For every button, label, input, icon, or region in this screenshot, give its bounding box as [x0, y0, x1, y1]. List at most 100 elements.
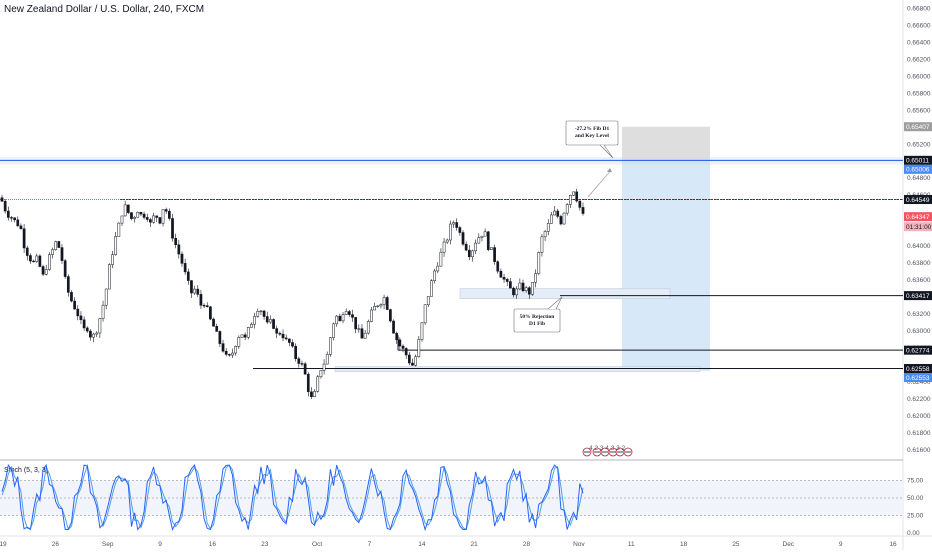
- candle-body-up: [92, 333, 95, 338]
- candle: [57, 241, 61, 248]
- candle: [420, 322, 424, 342]
- candle-body-up: [161, 209, 165, 224]
- candle: [54, 240, 58, 251]
- price-tag-bg: [904, 212, 932, 222]
- candle: [29, 253, 32, 264]
- price-tick-label: 0.66600: [907, 22, 931, 29]
- date-tick-label: 7: [368, 541, 372, 548]
- resistance-zone: [0, 157, 903, 165]
- candle-body-up: [313, 391, 316, 397]
- candle: [16, 216, 20, 227]
- candle-body-down: [455, 222, 459, 228]
- candle-body-down: [581, 207, 585, 214]
- candle-body-up: [515, 288, 519, 296]
- economic-events[interactable]: 4 2 3 4 3 3 2: [582, 445, 633, 457]
- rejection-note-box: [513, 308, 561, 333]
- candle-body-down: [243, 334, 247, 338]
- candle: [347, 309, 351, 317]
- candle: [139, 211, 143, 217]
- candle-body-down: [265, 316, 269, 323]
- candle-body-down: [202, 305, 206, 307]
- candle: [85, 326, 89, 333]
- event-icon[interactable]: [582, 447, 592, 457]
- candle: [534, 269, 537, 288]
- candle-body-down: [389, 309, 392, 322]
- candle-body-up: [335, 315, 339, 325]
- candle-body-up: [382, 297, 386, 305]
- candle: [168, 208, 171, 221]
- candle-body-down: [13, 217, 16, 221]
- price-tick-label: 0.62200: [907, 396, 931, 403]
- candle-body-down: [0, 197, 4, 202]
- candle: [363, 330, 367, 339]
- candle-body-up: [445, 239, 449, 243]
- price-tick-label: 0.63600: [907, 277, 931, 284]
- candle: [303, 361, 307, 375]
- candle: [161, 209, 165, 227]
- candle: [575, 188, 579, 203]
- candle-body-down: [82, 319, 86, 329]
- candle: [360, 324, 364, 339]
- candle-body-down: [486, 231, 490, 250]
- candle-body-up: [562, 212, 566, 225]
- candle: [92, 332, 95, 343]
- rejection-note-text: D1 Fib: [529, 321, 545, 327]
- event-icon[interactable]: [592, 447, 602, 457]
- candle-body-down: [174, 237, 178, 246]
- event-icon[interactable]: [608, 447, 618, 457]
- time-axis[interactable]: 19 26 Sep 9 16 23 Oct 7 14 21 28 Nov 11 18 25 Dec 9 16: [0, 541, 897, 548]
- candle: [82, 316, 86, 331]
- candle: [319, 370, 323, 379]
- candle: [436, 262, 440, 274]
- price-tick-label: 0.61800: [907, 430, 931, 437]
- arrow-head: [607, 168, 612, 172]
- candle: [38, 254, 42, 268]
- candle: [404, 347, 408, 359]
- candle-body-up: [98, 318, 102, 334]
- price-tag-label: 0.64347: [906, 214, 930, 221]
- event-icon[interactable]: [615, 447, 625, 457]
- candle: [22, 223, 26, 253]
- candle-body-up: [133, 217, 136, 219]
- candle: [152, 212, 155, 224]
- candle-body-up: [373, 306, 376, 311]
- candle: [240, 334, 244, 338]
- price-tick-label: 0.65200: [907, 141, 931, 148]
- candle: [483, 228, 487, 237]
- price-axis[interactable]: 0.66800 0.66600 0.66400 0.66200 0.66000 0.658…: [907, 5, 931, 453]
- candle: [464, 241, 468, 252]
- price-tick-label: 0.62400: [907, 379, 931, 386]
- candle-body-down: [25, 247, 29, 256]
- candle-body-down: [70, 292, 73, 302]
- candle-body-up: [101, 304, 105, 319]
- candle-body-down: [171, 218, 174, 239]
- candle-body-down: [142, 213, 146, 218]
- candle: [158, 217, 162, 225]
- candle-body-up: [483, 231, 487, 237]
- candle-body-down: [29, 255, 32, 262]
- candle: [294, 343, 298, 362]
- stoch-tick-label: 75.00: [907, 478, 924, 485]
- price-tag-bg: [904, 155, 932, 165]
- candle-body-down: [281, 333, 285, 339]
- candle: [474, 239, 477, 255]
- event-icon[interactable]: [623, 447, 633, 457]
- candle-body-down: [385, 297, 389, 310]
- candle: [569, 194, 572, 208]
- candle-body-down: [85, 327, 89, 332]
- candle: [79, 311, 83, 325]
- candle: [174, 233, 178, 249]
- price-tag-label: 0.65011: [906, 158, 929, 165]
- candle-body-down: [126, 204, 130, 213]
- candle-body-up: [117, 222, 121, 237]
- candle-body-down: [287, 338, 291, 343]
- price-tick-label: 0.66800: [907, 5, 931, 12]
- candle: [581, 202, 585, 216]
- candle: [493, 244, 496, 265]
- candle: [524, 285, 528, 293]
- price-tag-bg: [904, 291, 932, 301]
- candle: [505, 277, 509, 287]
- candle-body-up: [256, 311, 260, 317]
- candle: [164, 207, 168, 214]
